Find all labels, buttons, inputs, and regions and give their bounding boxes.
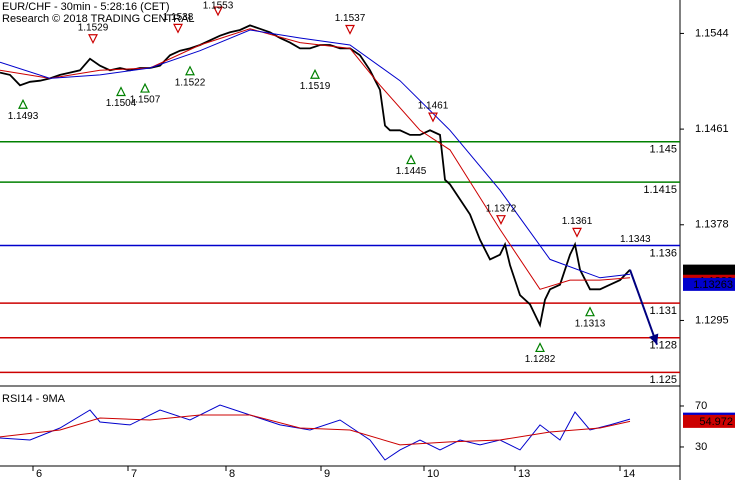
high-marker [88,34,98,45]
last-value-label: 1.13263 [693,279,733,291]
level-label: 1.131 [649,305,677,317]
last-value-badge [683,414,735,428]
pivot-label: 1.1445 [396,166,427,177]
last-value-badge [683,277,735,291]
low-marker [310,68,320,79]
pivot-label: 1.1553 [203,1,234,12]
pivot-label: 1.1538 [163,12,194,23]
high-marker [496,215,506,226]
pivot-label: 1.1519 [300,81,331,92]
series-line [0,414,631,446]
pivot-label: 1.1461 [418,101,449,112]
x-tick-label: 6 [36,468,42,480]
high-marker [572,227,582,238]
level-label: 1.1415 [643,184,677,196]
pivot-label: 1.1372 [486,203,517,214]
high-marker [213,6,223,17]
y-tick-label: 1.1461 [695,123,729,135]
level-label: 1.128 [649,340,677,352]
high-marker [173,23,183,34]
level-label: 1.145 [649,144,677,156]
y-tick-label: 1.1544 [695,27,729,39]
pivot-label: 1.1522 [175,77,206,88]
pivot-label: 1.1493 [8,111,39,122]
high-marker [428,112,438,123]
x-tick-label: 7 [131,468,137,480]
x-tick-label: 10 [427,468,439,480]
forecast-arrow [629,269,658,345]
y-tick-label: 30 [695,441,707,453]
last-value-label: 54.972 [699,416,733,428]
high-marker [345,24,355,35]
pivot-label: 1.1507 [130,95,161,106]
last-value-badge [683,264,735,278]
x-tick-label: 8 [229,468,235,480]
low-marker [140,82,150,93]
x-tick-label: 13 [518,468,530,480]
y-tick-label: 1.1295 [695,314,729,326]
pivot-label: 1.1313 [575,318,606,329]
level-note: 1.1343 [620,234,651,245]
low-marker [585,306,595,317]
low-marker [185,65,195,76]
forecast-arrowhead [648,333,659,345]
chart-title: EUR/CHF - 30min - 5:28:16 (CET) [2,1,169,13]
low-marker [406,154,416,165]
x-tick-label: 9 [324,468,330,480]
chart-subtitle: Research © 2018 TRADING CENTRAL [2,13,195,25]
rsi-title: RSI14 - 9MA [2,393,66,405]
series-line [0,28,631,290]
pivot-label: 1.1529 [78,22,109,33]
y-tick-label: 70 [695,400,707,412]
low-marker [116,86,126,97]
y-tick-label: 1.1378 [695,219,729,231]
level-label: 1.125 [649,374,677,386]
low-marker [18,98,28,109]
low-marker [535,342,545,353]
pivot-label: 1.1282 [525,354,556,365]
x-tick-label: 14 [623,468,635,480]
pivot-label: 1.1504 [106,98,137,109]
pivot-label: 1.1361 [562,216,593,227]
series-line [0,29,631,279]
pivot-label: 1.1537 [335,13,366,24]
level-label: 1.136 [649,247,677,259]
last-value-label: 1.13378 [693,266,733,278]
